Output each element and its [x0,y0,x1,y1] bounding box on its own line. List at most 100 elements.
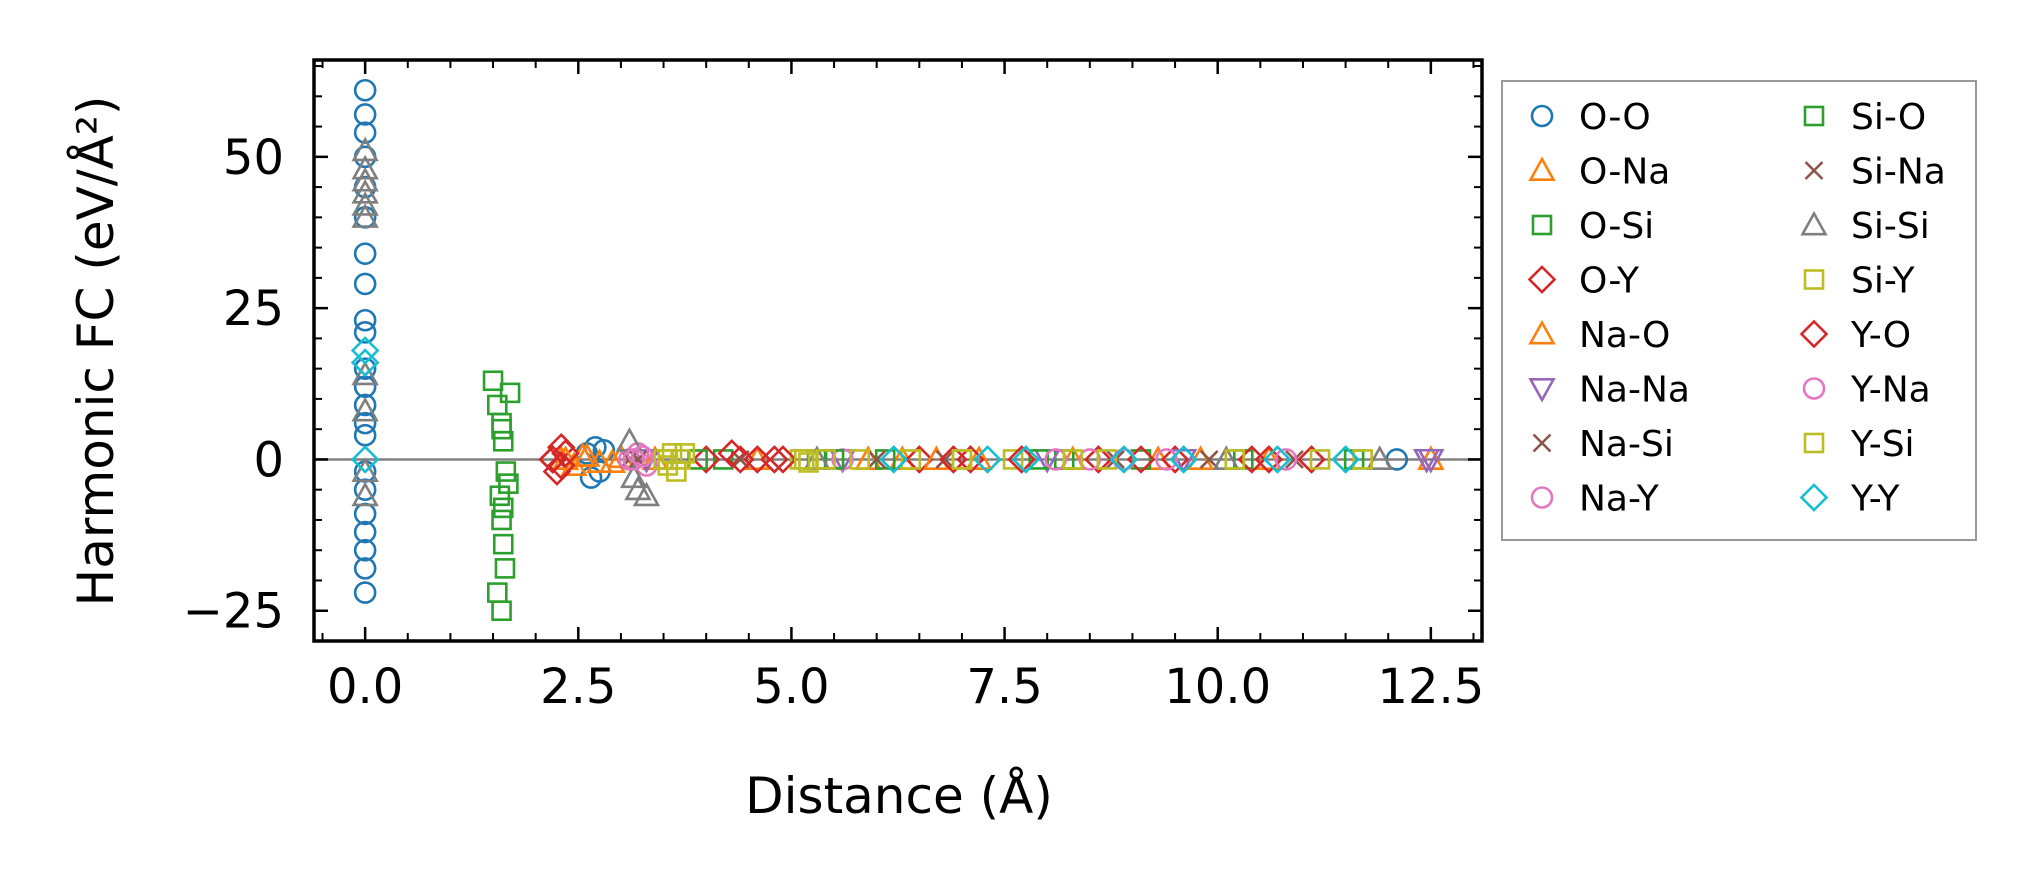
data-point [353,557,377,580]
data-point [353,103,377,126]
data-point [492,430,514,452]
data-point [350,348,380,377]
legend-item: Y-Si [1803,424,1915,465]
data-point [351,396,379,422]
legend-item: O-Si [1531,206,1654,247]
legend-label: Na-Y [1579,479,1660,520]
legend-marker [1528,156,1556,181]
legend-marker [1803,269,1825,290]
x-tick-label: 7.5 [966,659,1042,715]
data-point [1169,445,1198,474]
data-point [1169,448,1198,474]
data-point [1007,445,1036,474]
data-point [353,272,377,296]
data-point [815,449,836,470]
data-point [1002,449,1024,470]
legend-item: Na-Y [1530,479,1660,520]
legend-label: Na-Na [1579,370,1690,411]
legend-item: Y-Na [1802,370,1931,411]
legend-item: Si-Y [1803,261,1916,302]
data-point [353,393,377,417]
data-point [1109,445,1139,474]
legend-item: Si-O [1803,97,1926,138]
legend-label: O-O [1579,97,1651,138]
x-tick-label: 10.0 [1164,659,1271,715]
data-point [879,445,909,474]
data-point [351,203,379,228]
data-point [867,450,887,469]
legend-marker [1802,377,1826,400]
data-point [691,445,721,474]
data-point [768,445,798,474]
data-point [351,166,379,192]
data-point [551,439,580,468]
legend-item: Na-Si [1532,424,1674,465]
data-point [904,445,934,474]
legend-marker [1527,265,1557,294]
data-point [1160,445,1190,474]
data-point [1011,445,1041,474]
data-point [351,360,379,386]
legend-marker [1532,433,1552,453]
legend-item: O-Y [1527,261,1640,302]
plot-frame [312,58,1484,643]
data-point [551,445,580,470]
data-point [900,449,922,470]
data-point [499,382,521,404]
data-point [482,370,504,392]
legend-label: Si-Si [1851,206,1930,247]
data-point [973,445,1002,474]
legend-marker [1530,486,1554,509]
data-point [1309,449,1331,470]
data-point [491,418,512,440]
data-point [353,321,377,344]
legend-label: Y-Na [1850,370,1931,411]
data-point [351,457,379,483]
data-point [495,461,517,482]
data-point [491,600,512,622]
data-point [632,481,661,507]
data-point [353,78,377,102]
legend-marker [1530,104,1554,128]
data-point [1285,450,1304,469]
data-point [630,445,654,468]
legend-marker [1531,214,1553,236]
data-point [935,450,955,469]
legend-item: Y-Y [1799,479,1900,520]
data-point [725,445,755,474]
data-point [1352,449,1373,470]
data-point [1199,450,1219,469]
axes-layer: 0.0 2.5 5.0 7.5 10.0 12.5 −25 0 25 50 [183,58,1484,715]
y-axis-title: Harmonic FC (eV/Å²) [67,96,125,607]
data-point [1028,449,1049,470]
data-point [965,445,993,470]
legend-marker [1799,319,1829,349]
legend-marker [1799,483,1829,512]
data-point [353,242,377,265]
legend-item: Na-Na [1528,370,1690,411]
legend-marker [1804,161,1824,180]
data-point [585,448,614,473]
data-point [350,336,380,365]
data-point [1331,445,1360,474]
legend: O-O O-Na O-Si O-Y Na-O Na-Na Na-Si Na-Y Si-O Si-N… [1501,80,1977,541]
legend-item: Si-Na [1804,152,1946,193]
x-tick-label: 2.5 [540,659,616,715]
data-point [538,445,568,474]
legend-label: O-Na [1579,152,1670,193]
data-point [939,445,968,474]
data-point [670,449,691,470]
data-point [1130,449,1152,470]
data-point [1297,445,1326,474]
legend-marker [1803,105,1825,127]
legend-label: Y-Y [1850,479,1900,520]
y-tick-label: −25 [183,584,284,640]
data-point [1412,448,1441,474]
data-point [1263,445,1292,474]
data-point [849,449,870,470]
data-point [1224,449,1246,470]
data-point [674,443,696,464]
data-point [353,411,377,435]
y-tick-label: 50 [223,130,284,186]
